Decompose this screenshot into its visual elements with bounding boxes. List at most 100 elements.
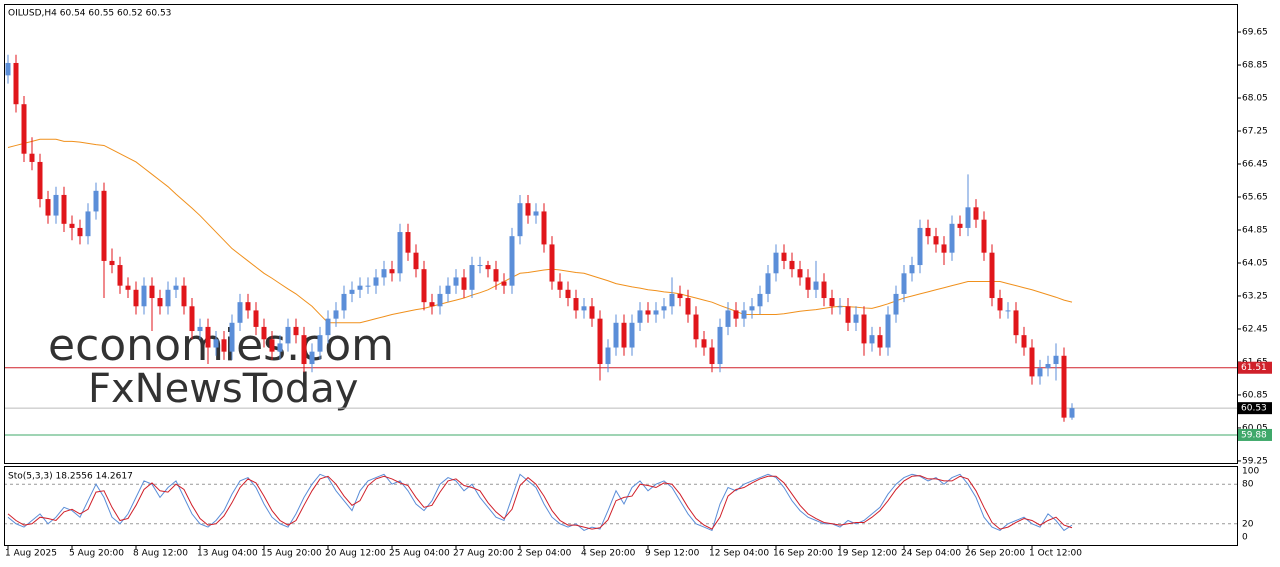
- candle-body: [669, 293, 675, 307]
- candle-body: [445, 285, 451, 294]
- candle-body: [389, 269, 395, 274]
- candle-body: [101, 190, 107, 261]
- level-label-bg: [1238, 428, 1272, 441]
- candle-body: [725, 310, 731, 327]
- candle-body: [189, 306, 195, 332]
- candle-body: [221, 339, 227, 352]
- candle-body: [109, 260, 115, 266]
- candle-body: [557, 281, 563, 290]
- x-tick-label: 12 Sep 04:00: [709, 549, 769, 559]
- y-tick-label: 20: [1242, 519, 1254, 529]
- y-tick-label: 0: [1242, 533, 1248, 543]
- indicator-label: Sto(5,3,3) 18.2556 14.2617: [8, 472, 133, 482]
- watermark: FxNewsToday: [88, 366, 358, 412]
- y-tick-label: 60.85: [1242, 390, 1268, 400]
- candle-body: [245, 302, 251, 311]
- candle-body: [45, 199, 51, 216]
- x-tick-label: 5 Aug 20:00: [69, 549, 124, 559]
- candle-body: [365, 285, 371, 287]
- candle-body: [373, 277, 379, 286]
- candle-body: [261, 326, 267, 340]
- candle-body: [821, 281, 827, 299]
- candle-body: [485, 265, 491, 270]
- stochastic-line: [7, 475, 1073, 530]
- candle-body: [1069, 408, 1075, 418]
- candle-body: [797, 269, 803, 278]
- candle-body: [349, 289, 355, 294]
- y-tick-label: 63.25: [1242, 291, 1268, 301]
- candle-body: [181, 285, 187, 307]
- y-tick-label: 65.65: [1242, 193, 1268, 203]
- candle-body: [453, 277, 459, 286]
- x-tick-label: 19 Sep 12:00: [837, 549, 897, 559]
- candle-body: [757, 293, 763, 307]
- candle-body: [29, 153, 35, 162]
- y-tick-label: 59.25: [1242, 456, 1268, 466]
- candle-body: [941, 244, 947, 253]
- candle-body: [21, 104, 27, 154]
- candle-body: [549, 244, 555, 282]
- candle-body: [165, 289, 171, 307]
- candle-body: [53, 194, 59, 216]
- stochastic-line: [7, 473, 1073, 532]
- candle-body: [213, 339, 219, 348]
- x-tick-label: 25 Aug 04:00: [389, 549, 450, 559]
- candle-body: [1045, 364, 1051, 369]
- candle-body: [157, 298, 163, 307]
- candle-body: [621, 322, 627, 348]
- candle-body: [589, 306, 595, 319]
- candle-body: [653, 310, 659, 315]
- candle-body: [37, 161, 43, 200]
- candle-body: [565, 289, 571, 299]
- candle-body: [381, 269, 387, 278]
- x-tick-label: 4 Sep 20:00: [581, 549, 636, 559]
- candle-body: [693, 314, 699, 340]
- x-tick-label: 20 Aug 12:00: [325, 549, 386, 559]
- candle-body: [925, 227, 931, 237]
- candle-body: [581, 306, 587, 311]
- candle-body: [333, 310, 339, 319]
- candle-body: [605, 347, 611, 365]
- candle-body: [317, 335, 323, 352]
- candle-body: [413, 252, 419, 270]
- candle-body: [13, 62, 19, 105]
- candle-body: [997, 298, 1003, 311]
- candle-body: [141, 285, 147, 307]
- stochastic-frame: [4, 466, 1238, 546]
- chart-title: OILUSD,H4 60.54 60.55 60.52 60.53: [8, 9, 171, 19]
- candle-body: [309, 351, 315, 365]
- candle-body: [973, 207, 979, 220]
- candle-body: [909, 265, 915, 274]
- candle-body: [229, 322, 235, 352]
- candle-body: [845, 306, 851, 323]
- candle-body: [597, 318, 603, 365]
- candle-body: [981, 219, 987, 253]
- x-tick-label: 13 Aug 04:00: [197, 549, 258, 559]
- y-tick-label: 60.05: [1242, 423, 1268, 433]
- candle-body: [405, 232, 411, 253]
- candle-body: [661, 306, 667, 311]
- candle-body: [461, 277, 467, 290]
- candle-body: [837, 306, 843, 308]
- candle-body: [253, 310, 259, 327]
- candle-body: [285, 326, 291, 344]
- x-tick-label: 24 Sep 04:00: [901, 549, 961, 559]
- candle-body: [933, 236, 939, 245]
- candle-body: [421, 269, 427, 303]
- watermark: economies.com: [48, 320, 394, 371]
- y-tick-label: 66.45: [1242, 160, 1268, 170]
- candle-body: [1013, 310, 1019, 336]
- candle-body: [853, 314, 859, 323]
- level-label: 61.51: [1241, 363, 1267, 373]
- candle-body: [397, 232, 403, 274]
- stochastic-pane: 1 Aug 2025 5 Aug 20:00 8 Aug 12:00 13 Aug 0…: [4, 467, 1259, 559]
- candle-body: [197, 326, 203, 332]
- candle-body: [749, 306, 755, 311]
- y-tick-label: 68.85: [1242, 61, 1268, 71]
- y-tick-label: 67.25: [1242, 127, 1268, 137]
- candle-body: [301, 335, 307, 365]
- level-label: 60.53: [1241, 404, 1267, 414]
- x-tick-label: 15 Aug 20:00: [261, 549, 322, 559]
